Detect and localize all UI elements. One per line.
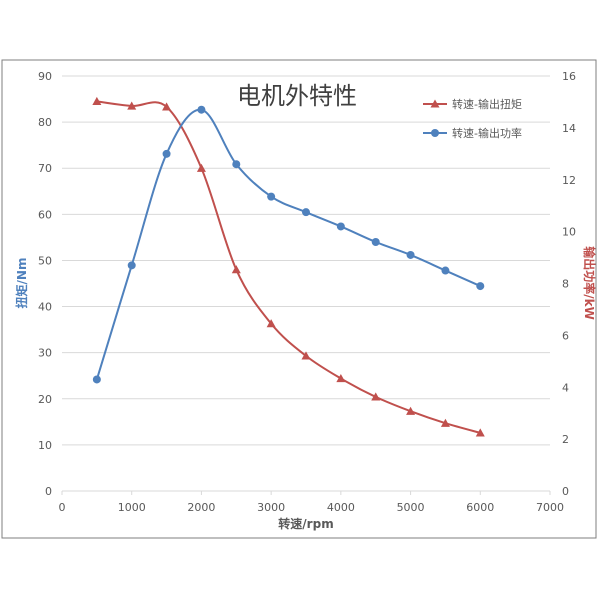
data-point-power <box>232 160 241 169</box>
y2-tick-label: 2 <box>562 433 569 446</box>
y2-tick-label: 6 <box>562 329 569 342</box>
y2-tick-label: 14 <box>562 122 576 135</box>
legend-power-label: 转速-输出功率 <box>452 126 522 140</box>
legend-torque-label: 转速-输出扭矩 <box>452 97 522 111</box>
data-point-power <box>406 250 415 259</box>
data-point-torque <box>301 351 311 360</box>
x-axis-title: 转速/rpm <box>278 516 333 531</box>
y-tick-label: 50 <box>38 254 52 267</box>
y-tick-label: 80 <box>38 116 52 129</box>
x-tick-label: 6000 <box>466 501 494 514</box>
data-point-power <box>127 261 136 270</box>
data-point-torque <box>371 392 381 401</box>
data-point-power <box>267 192 276 201</box>
x-tick-label: 4000 <box>327 501 355 514</box>
y-axis-title: 扭矩/Nm <box>14 258 29 309</box>
data-point-power <box>92 375 101 384</box>
data-point-torque <box>440 418 450 427</box>
legend-item-torque: 转速-输出扭矩 <box>423 97 522 111</box>
x-tick-label: 2000 <box>187 501 215 514</box>
data-point-torque <box>266 319 276 328</box>
y-tick-label: 70 <box>38 162 52 175</box>
data-point-torque <box>231 265 241 274</box>
axes-layer: 0 10 20 30 40 50 60 70 80 90 0 2 4 6 8 10 12 14 16 0 1000 200… <box>38 70 576 514</box>
legend: 转速-输出扭矩 转速-输出功率 <box>423 97 522 140</box>
data-point-torque <box>406 406 416 415</box>
y-tick-label: 0 <box>45 485 52 498</box>
data-point-power <box>162 149 171 158</box>
y-tick-label: 10 <box>38 439 52 452</box>
x-tick-label: 0 <box>59 501 66 514</box>
legend-torque-marker <box>430 99 440 108</box>
y-tick-label: 20 <box>38 393 52 406</box>
chart-title: 电机外特性 <box>237 82 357 110</box>
data-point-power <box>371 238 380 246</box>
x-tick-label: 3000 <box>257 501 285 514</box>
chart-frame <box>1 59 597 539</box>
y2-axis-title: 输出功率/kW <box>582 246 597 320</box>
data-point-torque <box>196 163 206 172</box>
y-tick-label: 60 <box>38 208 52 221</box>
data-point-torque <box>127 101 137 110</box>
y-tick-label: 30 <box>38 347 52 360</box>
y2-tick-label: 8 <box>562 278 569 291</box>
legend-power-marker <box>431 129 439 137</box>
data-point-torque <box>162 102 172 111</box>
y2-tick-label: 16 <box>562 70 576 83</box>
y2-tick-label: 12 <box>562 174 576 187</box>
data-point-power <box>441 266 450 275</box>
data-point-torque <box>92 96 102 105</box>
y2-tick-label: 10 <box>562 226 576 239</box>
y2-tick-label: 4 <box>562 381 569 394</box>
x-tick-label: 1000 <box>118 501 146 514</box>
legend-item-power: 转速-输出功率 <box>423 126 522 140</box>
data-point-torque <box>336 373 346 383</box>
y-tick-label: 40 <box>38 301 52 314</box>
data-point-power <box>197 105 206 114</box>
data-point-power <box>336 222 345 231</box>
data-point-torque <box>475 428 485 437</box>
x-tick-label: 5000 <box>397 501 425 514</box>
y-tick-label: 90 <box>38 70 52 83</box>
y2-tick-label: 0 <box>562 485 569 498</box>
series-layer <box>92 96 485 437</box>
x-tick-label: 7000 <box>536 501 564 514</box>
data-point-power <box>302 208 310 217</box>
data-point-power <box>476 282 485 291</box>
